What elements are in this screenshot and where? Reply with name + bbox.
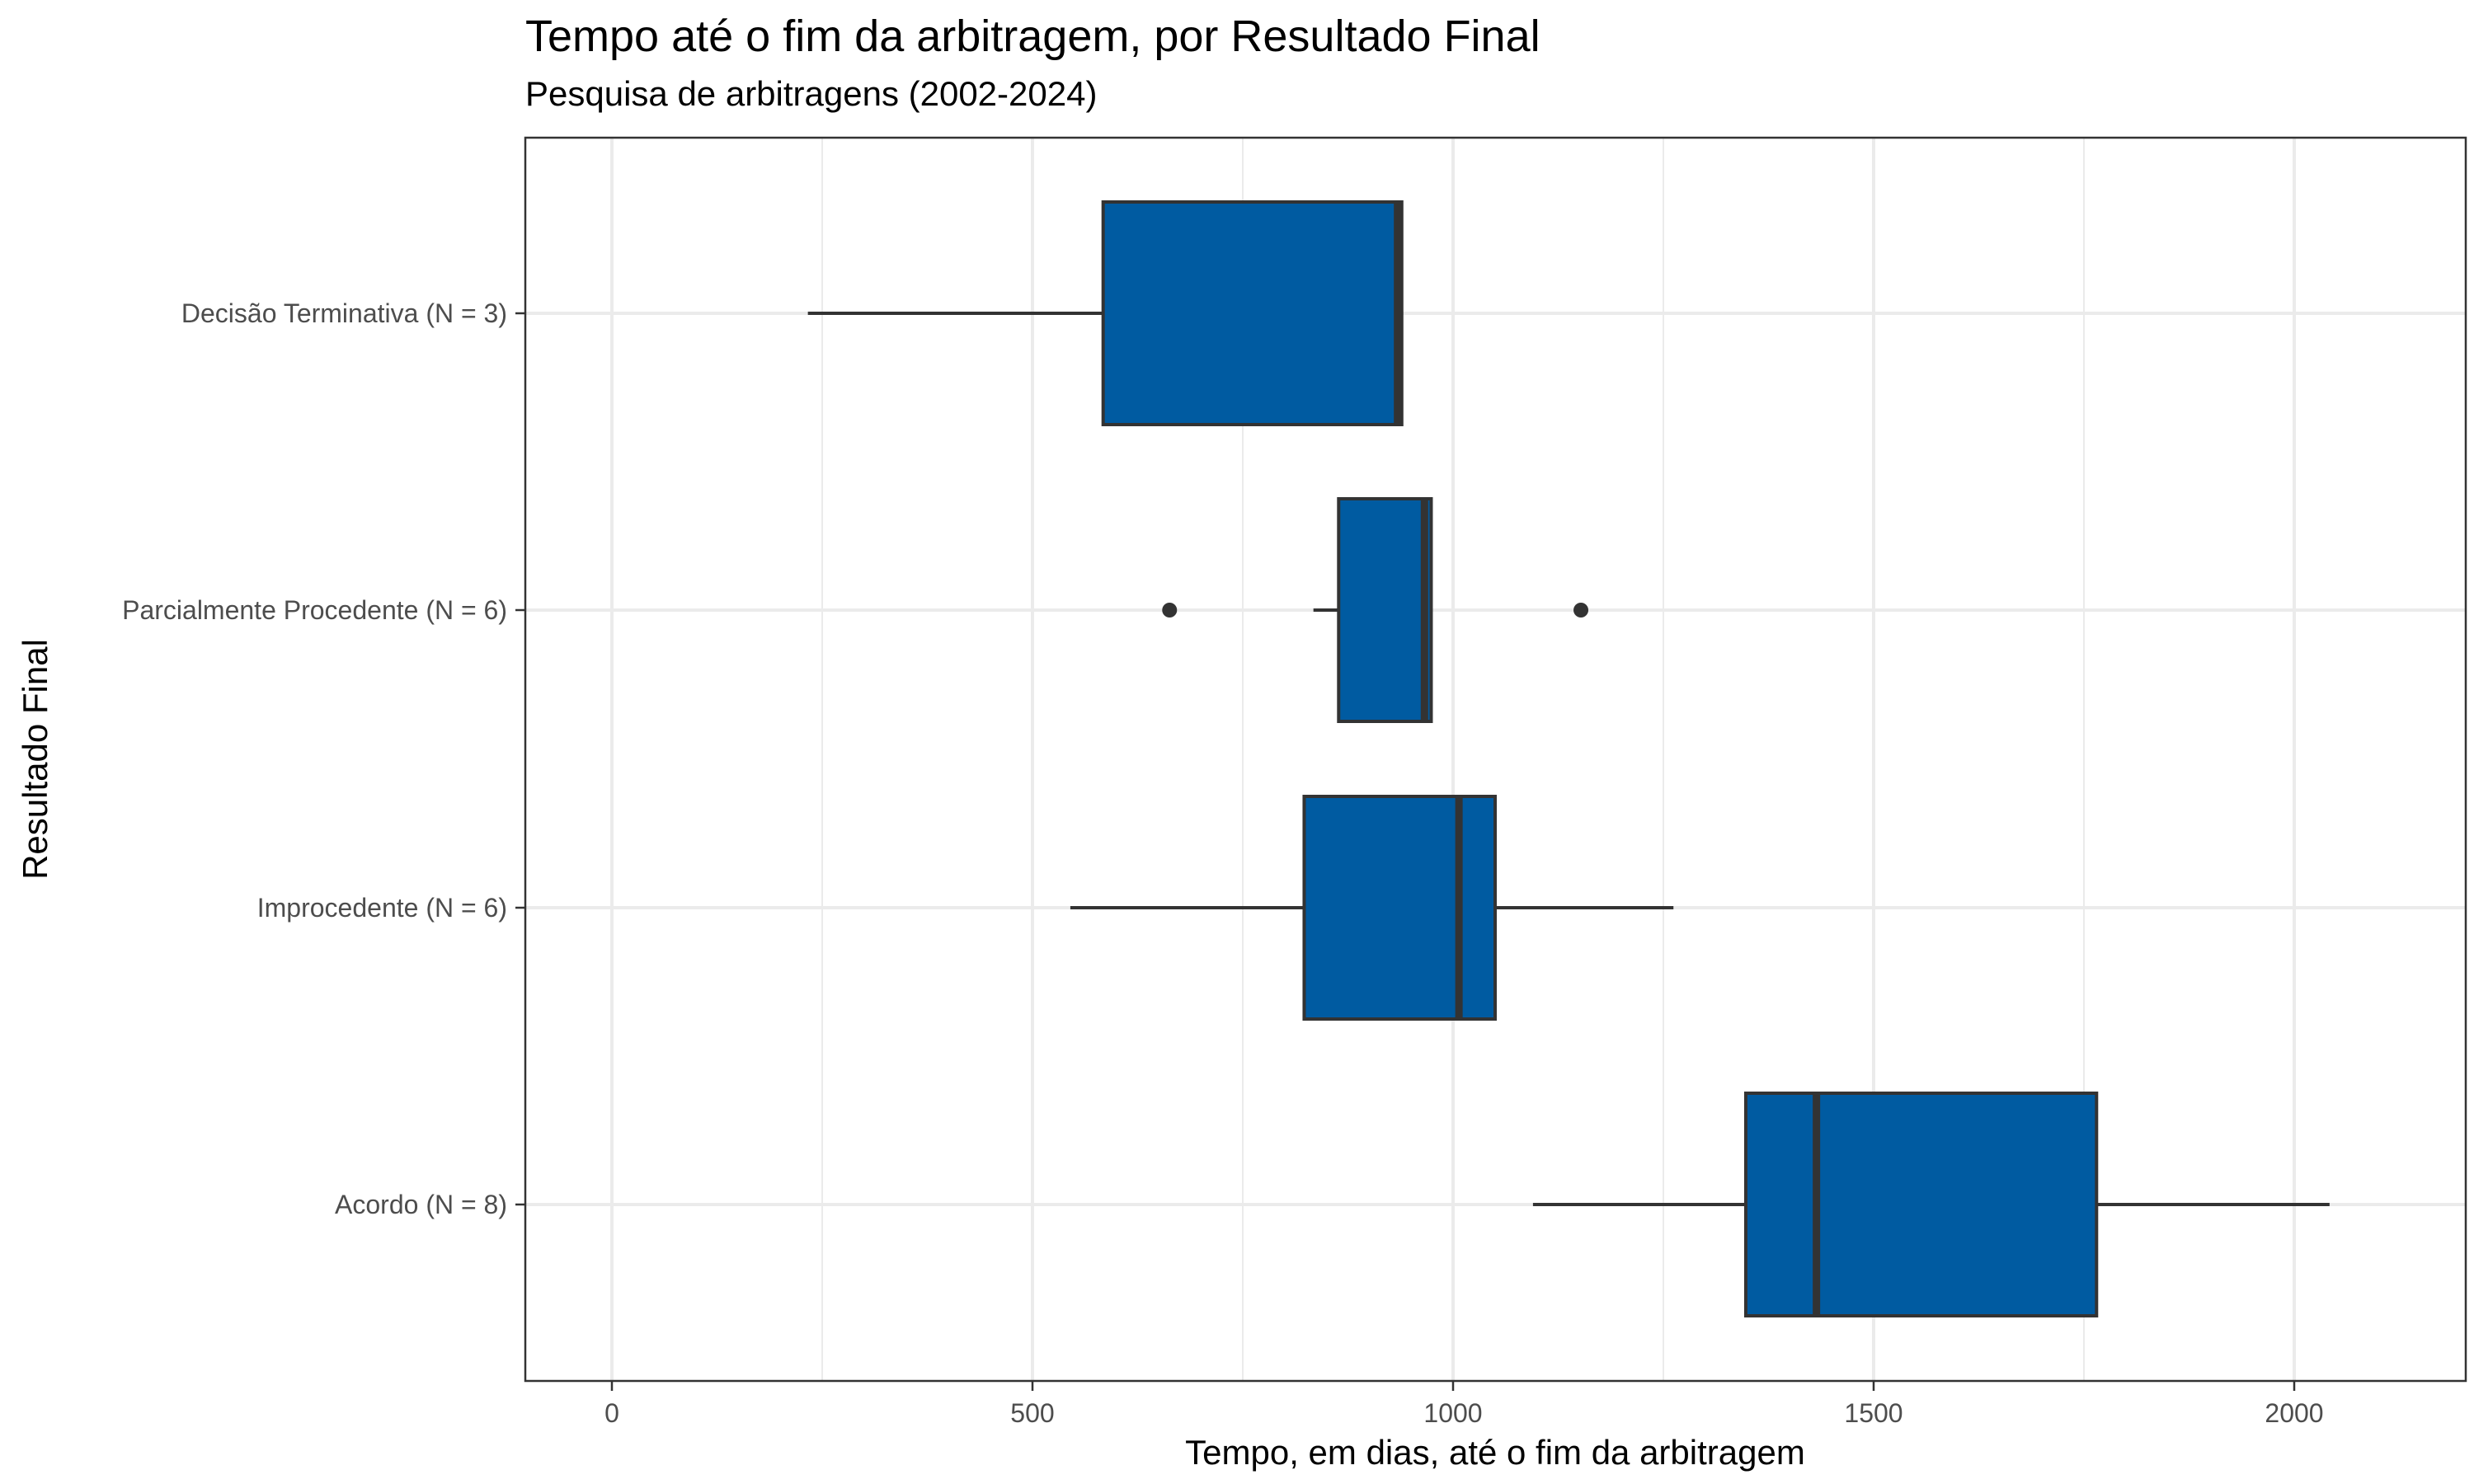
x-tick-label: 500: [1010, 1398, 1054, 1428]
box-group: [1532, 1092, 2330, 1317]
grid-lines: [525, 138, 2466, 1381]
y-axis-title: Resultado Final: [16, 639, 54, 880]
y-tick-label: Parcialmente Procedente (N = 6): [122, 595, 507, 625]
x-tick-label: 0: [604, 1398, 619, 1428]
x-tick-label: 1500: [1844, 1398, 1903, 1428]
y-tick-label: Acordo (N = 8): [335, 1190, 507, 1219]
box-iqr: [1302, 795, 1497, 1021]
x-axis-title: Tempo, em dias, até o fim da arbitragem: [1185, 1433, 1805, 1472]
box-iqr: [1101, 200, 1404, 426]
panel-border: [524, 136, 2467, 1383]
box-iqr: [1743, 1092, 2099, 1317]
chart-subtitle: Pesquisa de arbitragens (2002-2024): [525, 74, 1097, 113]
box-iqr: [1337, 497, 1433, 723]
x-tick-label: 1000: [1423, 1398, 1482, 1428]
y-tick-label: Improcedente (N = 6): [257, 893, 507, 923]
box-group: [807, 200, 1404, 426]
y-tick-label: Decisão Terminativa (N = 3): [181, 298, 507, 328]
chart-title: Tempo até o fim da arbitragem, por Resul…: [525, 12, 1540, 61]
box-group: [1070, 795, 1674, 1021]
box-group: [1162, 497, 1589, 723]
axis-layer: 0 500 1000 1500 2000 Decisão Terminativa (N =…: [122, 298, 2323, 1428]
x-tick-label: 2000: [2265, 1398, 2323, 1428]
outlier-point: [1162, 603, 1178, 618]
box-layer: [807, 200, 2330, 1317]
outlier-point: [1573, 603, 1589, 618]
